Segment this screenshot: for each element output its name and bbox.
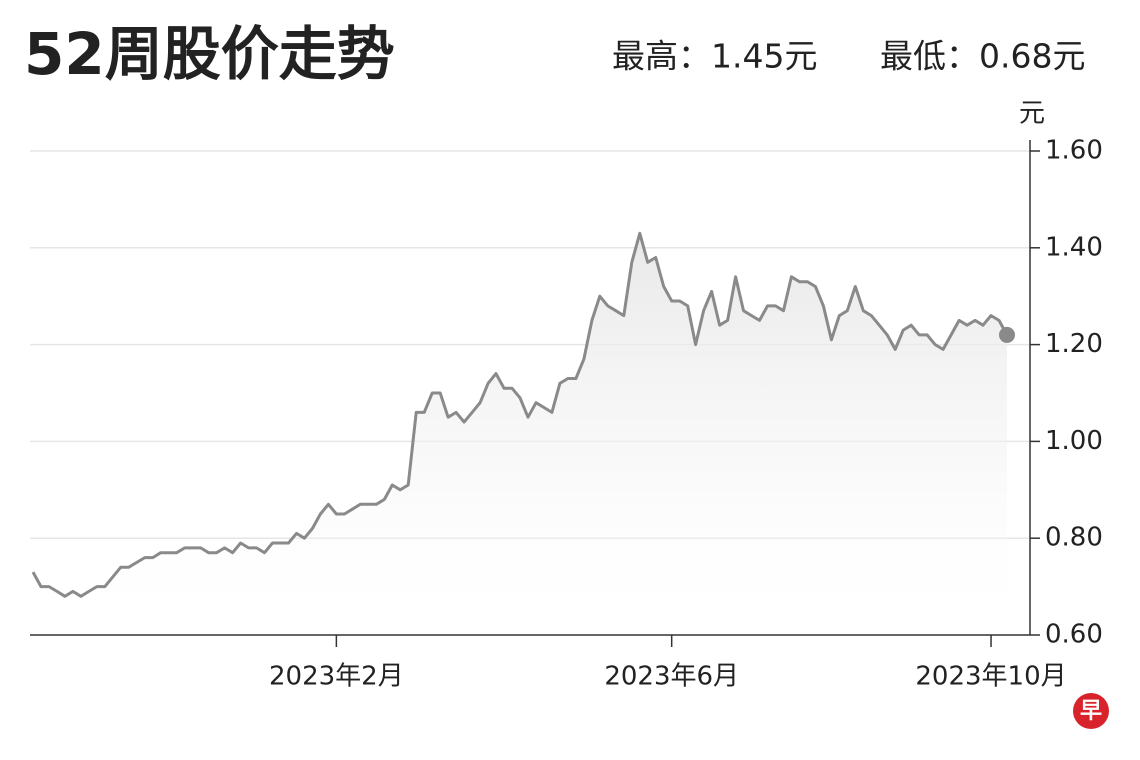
logo: 早: [1080, 699, 1102, 724]
area: [33, 233, 1007, 636]
low-label: 最低：0.68元: [880, 37, 1085, 76]
y-tick-label: 1.20: [1045, 329, 1103, 359]
chart-title: 52周股价走势: [24, 20, 395, 88]
y-unit: 元: [1019, 99, 1045, 129]
y-tick-label: 1.60: [1045, 136, 1103, 166]
high-label: 最高：1.45元: [612, 37, 817, 76]
y-tick-label: 0.60: [1045, 620, 1103, 650]
logo-badge: [1073, 693, 1109, 729]
x-tick-label: 2023年2月: [269, 662, 404, 692]
y-tick-label: 1.40: [1045, 232, 1103, 262]
line: [31, 231, 1009, 598]
x-tick-label: 2023年10月: [915, 662, 1066, 692]
end-point: [999, 326, 1015, 343]
x-tick-label: 2023年6月: [604, 662, 739, 692]
y-tick-label: 1.00: [1045, 426, 1103, 456]
y-tick-label: 0.80: [1045, 523, 1103, 553]
